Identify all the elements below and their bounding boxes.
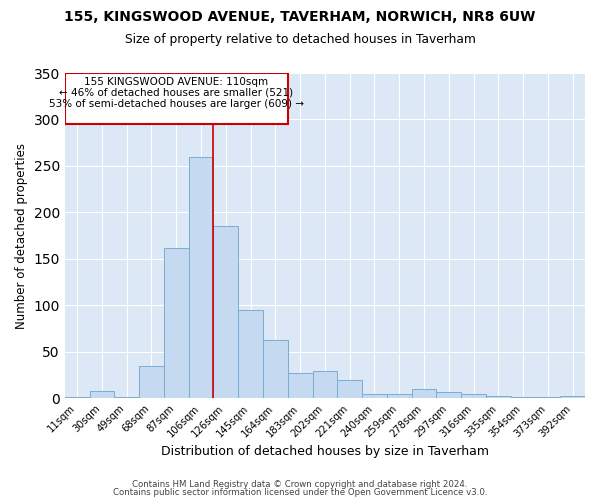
Bar (115, 396, 139, 398)
Bar (313, 372, 337, 398)
Bar (89, 391, 115, 398)
Bar (288, 374, 313, 398)
Bar (486, 396, 511, 398)
Bar (412, 389, 436, 398)
Text: 155 KINGSWOOD AVENUE: 110sqm: 155 KINGSWOOD AVENUE: 110sqm (84, 76, 268, 86)
Bar (387, 394, 412, 398)
Bar (560, 396, 585, 398)
Bar (139, 366, 164, 398)
Bar (65, 396, 89, 398)
Bar (65, 73, 288, 124)
Text: Size of property relative to detached houses in Taverham: Size of property relative to detached ho… (125, 32, 475, 46)
Bar (436, 392, 461, 398)
Bar (337, 380, 362, 398)
Bar (461, 394, 486, 398)
Text: 155, KINGSWOOD AVENUE, TAVERHAM, NORWICH, NR8 6UW: 155, KINGSWOOD AVENUE, TAVERHAM, NORWICH… (64, 10, 536, 24)
Text: Contains HM Land Registry data © Crown copyright and database right 2024.: Contains HM Land Registry data © Crown c… (132, 480, 468, 489)
Bar (535, 396, 560, 398)
Bar (511, 396, 535, 398)
Y-axis label: Number of detached properties: Number of detached properties (15, 142, 28, 328)
Bar (164, 248, 188, 398)
Text: ← 46% of detached houses are smaller (521): ← 46% of detached houses are smaller (52… (59, 88, 293, 98)
Text: 53% of semi-detached houses are larger (609) →: 53% of semi-detached houses are larger (… (49, 99, 304, 109)
X-axis label: Distribution of detached houses by size in Taverham: Distribution of detached houses by size … (161, 444, 489, 458)
Bar (214, 226, 238, 398)
Bar (188, 156, 214, 398)
Bar (263, 340, 288, 398)
Bar (238, 310, 263, 398)
Text: Contains public sector information licensed under the Open Government Licence v3: Contains public sector information licen… (113, 488, 487, 497)
Bar (362, 394, 387, 398)
